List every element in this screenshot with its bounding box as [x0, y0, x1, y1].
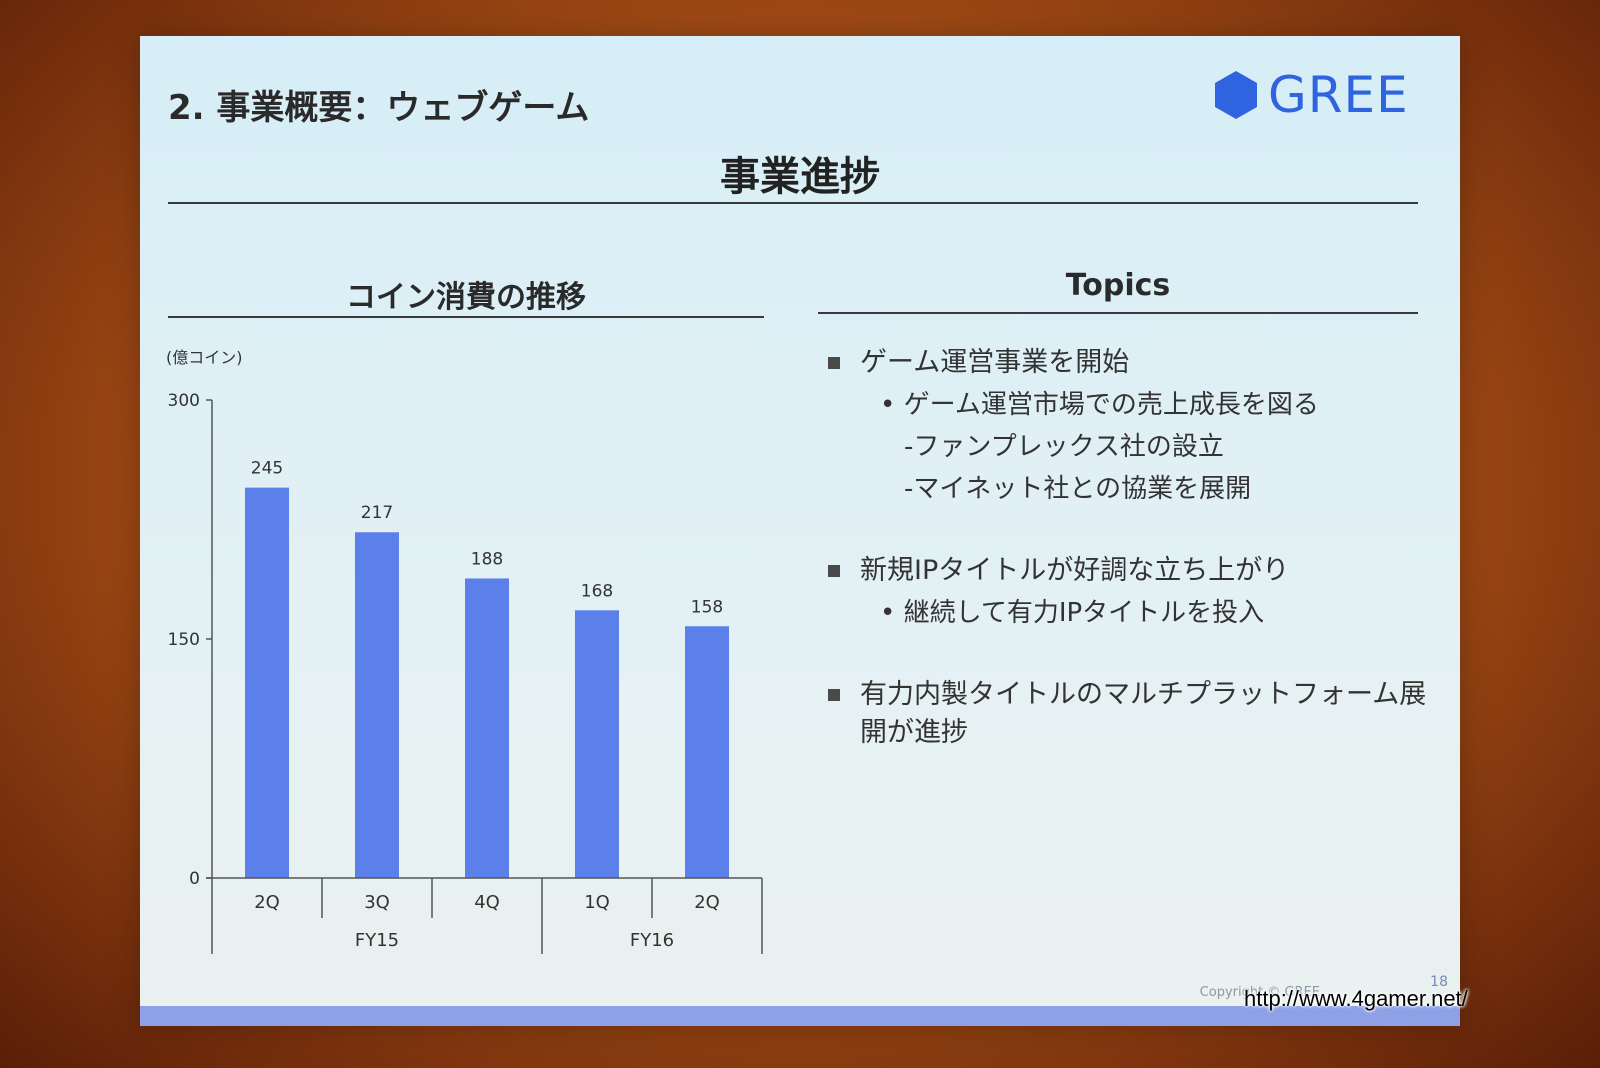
coin-consumption-chart: 0 150 300 245 217 188 168 158 2Q 3Q 4Q 1Q 2Q FY15 FY16	[168, 391, 763, 954]
chart-panel-divider	[168, 316, 764, 318]
bar	[355, 532, 399, 878]
bar-value-label: 217	[361, 503, 393, 523]
x-group-label: FY16	[630, 930, 674, 951]
topic-text: 有力内製タイトルのマルチプラットフォーム展開が進捗	[860, 679, 1427, 748]
topic-subitem: • ゲーム運営市場での売上成長を図る	[880, 390, 1319, 420]
topics-panel-title: Topics	[1065, 268, 1171, 303]
gree-logo: GREE	[1210, 66, 1409, 124]
main-title: 事業進捗	[720, 154, 880, 200]
bar-value-label: 168	[581, 581, 613, 601]
topic-item: 新規IPタイトルが好調な立ち上がり	[820, 552, 1440, 590]
x-tick-label: 1Q	[584, 892, 610, 913]
bar-value-label: 188	[471, 549, 503, 569]
slide: 2. 事業概要：ウェブゲーム GREE 事業進捗 コイン消費の推移 Topics…	[140, 36, 1460, 1026]
bar	[465, 578, 509, 878]
bar	[245, 487, 289, 878]
topic-text: 新規IPタイトルが好調な立ち上がり	[860, 555, 1290, 586]
hexagon-logo-icon	[1215, 71, 1257, 119]
page-number: 18	[1430, 974, 1448, 990]
topic-item: ゲーム運営事業を開始	[820, 344, 1440, 382]
logo-text: GREE	[1268, 66, 1409, 124]
square-bullet-icon	[828, 565, 840, 577]
topic-text: ゲーム運営事業を開始	[860, 347, 1130, 378]
footer-bar	[140, 1006, 1460, 1026]
bar	[575, 610, 619, 878]
title-divider	[168, 202, 1418, 204]
x-tick-label: 2Q	[694, 892, 720, 913]
chart-unit-label: (億コイン)	[166, 348, 243, 367]
topics-panel-divider	[818, 312, 1418, 314]
chart-panel-title: コイン消費の推移	[346, 280, 586, 315]
topic-detail: -マイネット社との協業を展開	[904, 474, 1252, 504]
copyright: Copyright © GREE	[1199, 985, 1320, 1000]
x-tick-label: 3Q	[364, 892, 390, 913]
y-tick-label: 150	[168, 630, 200, 650]
square-bullet-icon	[828, 689, 840, 701]
y-tick-label: 300	[168, 391, 200, 411]
topic-item: 有力内製タイトルのマルチプラットフォーム展開が進捗	[820, 676, 1440, 752]
bar-value-label: 158	[691, 597, 723, 617]
square-bullet-icon	[828, 357, 840, 369]
section-title: 2. 事業概要：ウェブゲーム	[168, 88, 590, 128]
topic-detail: -ファンプレックス社の設立	[904, 432, 1224, 462]
topic-subitem: • 継続して有力IPタイトルを投入	[880, 598, 1265, 628]
bar	[685, 626, 729, 878]
y-tick-label: 0	[189, 869, 200, 889]
topics-list: ゲーム運営事業を開始 • ゲーム運営市場での売上成長を図る -ファンプレックス社の設…	[820, 344, 1440, 752]
bar-value-label: 245	[251, 459, 283, 479]
x-group-label: FY15	[355, 930, 399, 951]
x-tick-label: 4Q	[474, 892, 500, 913]
x-tick-label: 2Q	[254, 892, 280, 913]
source-watermark: http://www.4gamer.net/	[1244, 986, 1468, 1011]
